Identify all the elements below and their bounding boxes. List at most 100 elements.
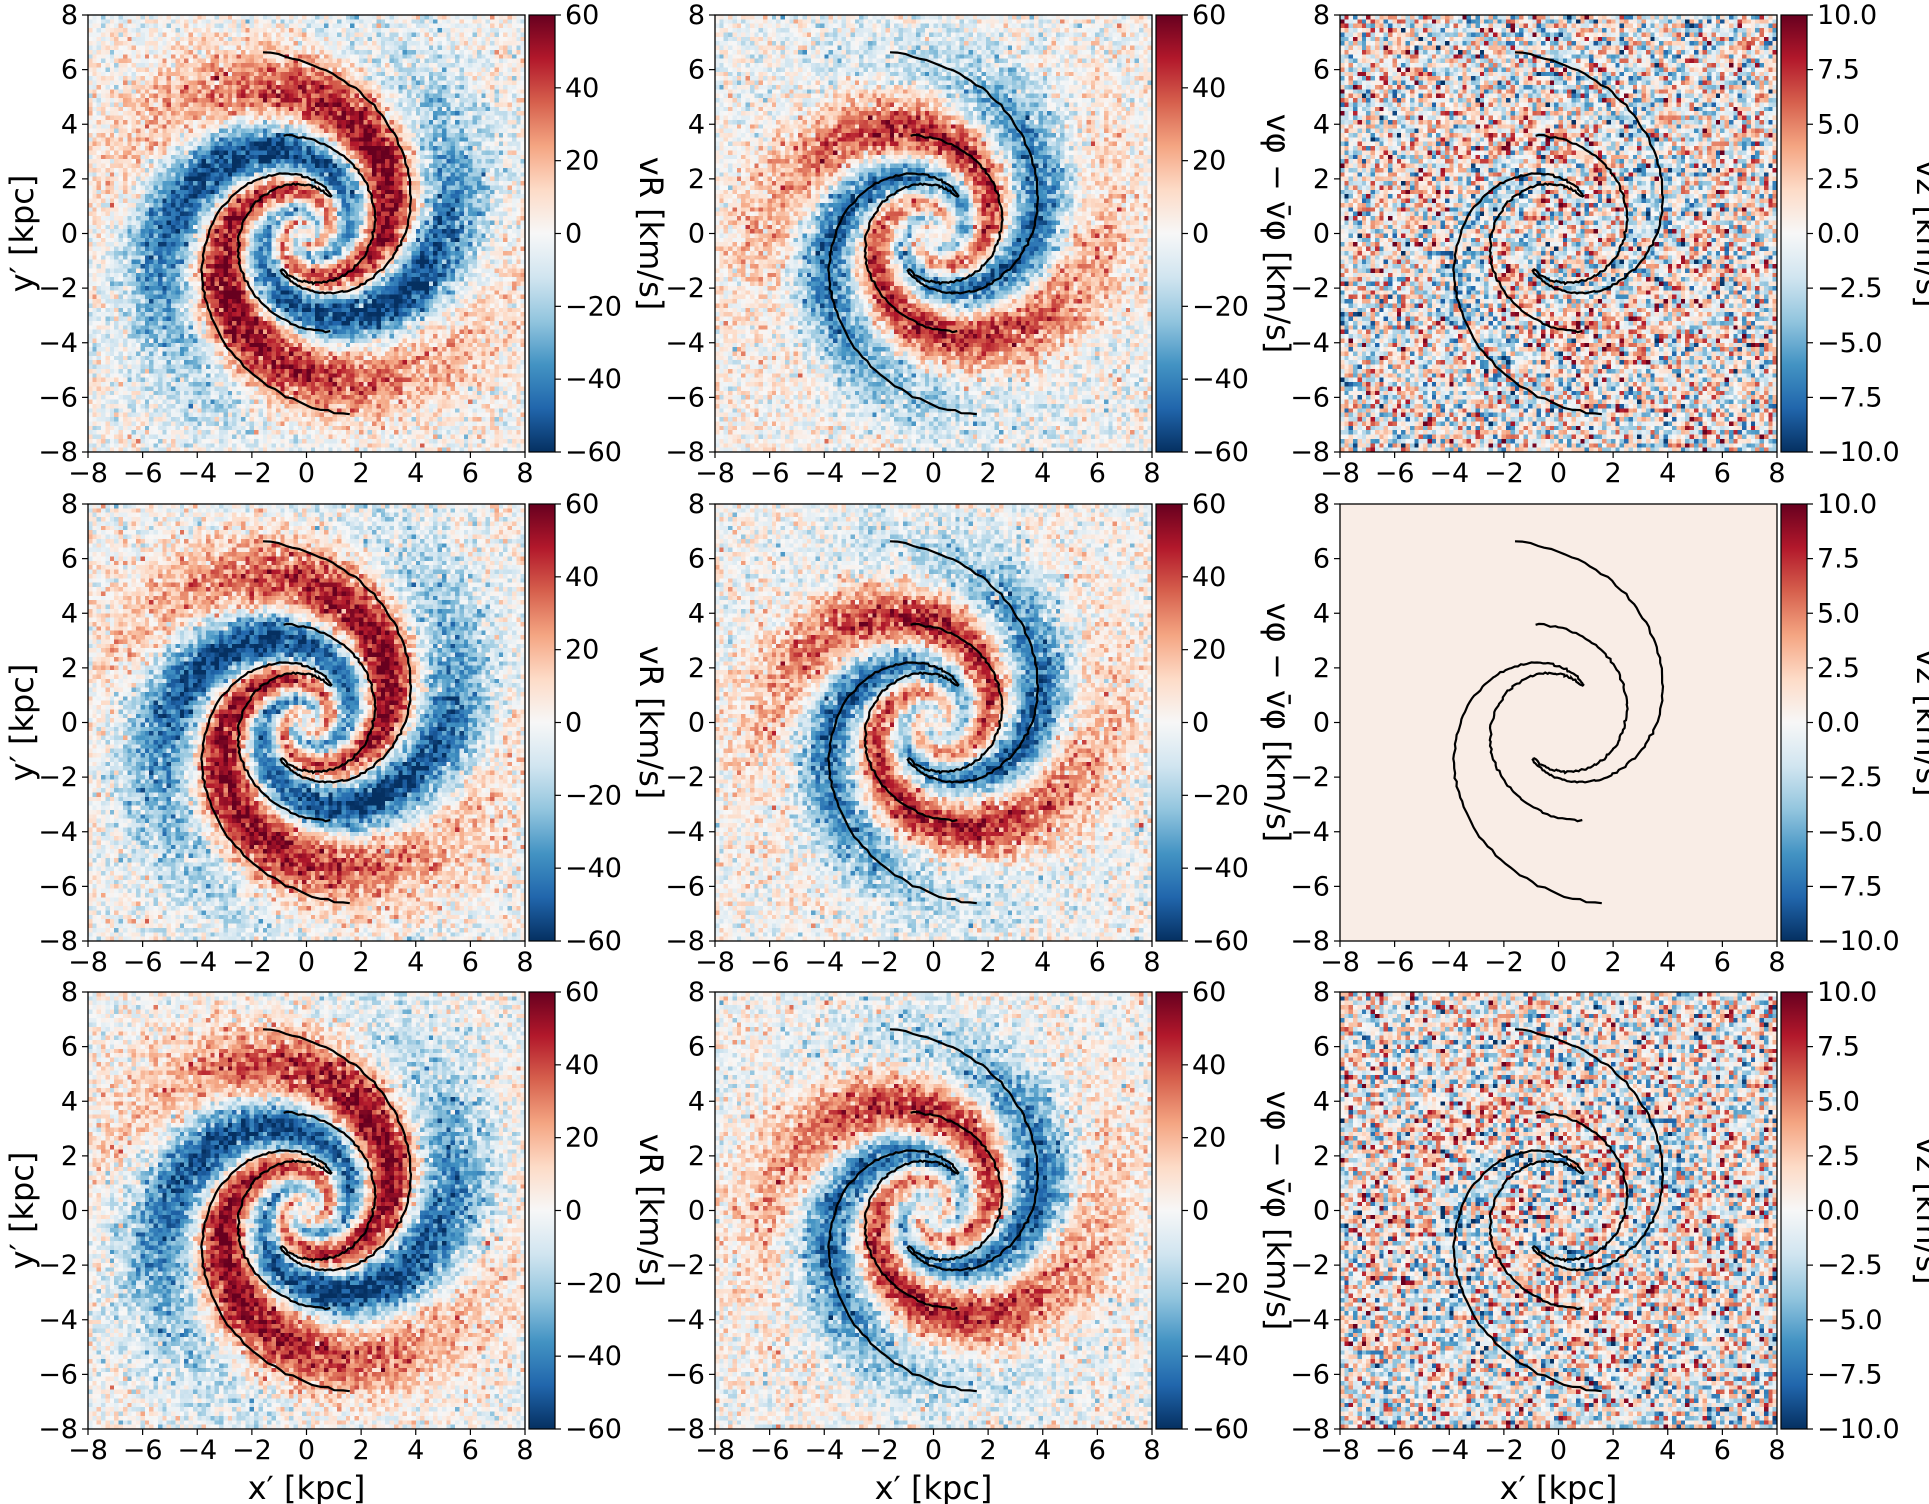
- x-tick-label: −2: [859, 947, 899, 978]
- colorbar-tick-label: 2.5: [1817, 1141, 1860, 1172]
- y-tick-label: 6: [1313, 55, 1330, 86]
- colorbar-tick-label: −5.0: [1817, 1305, 1883, 1336]
- x-tick-label: 0: [925, 1435, 942, 1466]
- x-axis-label: x′ [kpc]: [1500, 1469, 1618, 1504]
- y-tick-label: −4: [38, 328, 78, 359]
- colorbar-tick-label: −20: [565, 1268, 622, 1299]
- x-tick-label: 2: [1605, 1435, 1622, 1466]
- colorbar-tick-label: −5.0: [1817, 817, 1883, 848]
- y-tick-label: −4: [665, 1305, 705, 1336]
- spiral-contour-arm-a-outer: [827, 661, 977, 905]
- y-tick-label: −4: [665, 817, 705, 848]
- x-tick-label: 8: [1143, 1435, 1160, 1466]
- x-tick-label: −4: [177, 1435, 217, 1466]
- colorbar-tick-label: 7.5: [1817, 544, 1860, 575]
- colorbar: [1155, 991, 1183, 1430]
- x-tick-label: 6: [462, 947, 479, 978]
- y-tick-label: 0: [61, 1196, 78, 1227]
- spiral-contour-arm-a-outer: [200, 661, 350, 905]
- y-tick-label: 4: [688, 1086, 705, 1117]
- colorbar-tick-label: −40: [565, 1341, 622, 1372]
- colorbar-tick-label: 60: [1192, 0, 1226, 31]
- x-tick-label: −4: [177, 458, 217, 489]
- y-tick-label: 8: [61, 489, 78, 520]
- x-tick-label: −8: [68, 458, 108, 489]
- x-tick-label: 8: [1768, 947, 1785, 978]
- spiral-contour-arm-a-outer: [200, 1149, 350, 1393]
- x-tick-label: −8: [1320, 458, 1360, 489]
- spiral-contour-arm-a-inner: [863, 671, 960, 823]
- colorbar-tick-label: −2.5: [1817, 1250, 1883, 1281]
- colorbar-tick-label: −10.0: [1817, 437, 1900, 468]
- colorbar-label: vz [km/s]: [1909, 159, 1929, 307]
- x-tick-label: 6: [1089, 1435, 1106, 1466]
- x-tick-label: 8: [1143, 458, 1160, 489]
- spiral-contour-arm-b-outer: [1514, 51, 1665, 295]
- x-tick-label: −8: [695, 1435, 735, 1466]
- colorbar-tick-label: −7.5: [1817, 382, 1883, 413]
- x-tick-label: −6: [1375, 458, 1415, 489]
- y-tick-label: 8: [1313, 489, 1330, 520]
- x-tick-label: 2: [980, 947, 997, 978]
- x-tick-label: −2: [1484, 1435, 1524, 1466]
- y-tick-label: −4: [1290, 1305, 1330, 1336]
- y-tick-label: 2: [688, 164, 705, 195]
- x-tick-label: −6: [1375, 1435, 1415, 1466]
- x-tick-label: 8: [516, 1435, 533, 1466]
- x-tick-label: −6: [750, 1435, 790, 1466]
- y-tick-label: −2: [1290, 1250, 1330, 1281]
- colorbar-label: vR [km/s]: [632, 646, 670, 799]
- spiral-contour-arm-a-inner: [236, 671, 333, 823]
- colorbar-tick-label: 2.5: [1817, 653, 1860, 684]
- y-tick-label: 8: [1313, 0, 1330, 31]
- y-tick-label: 0: [61, 219, 78, 250]
- colorbar-tick-label: −40: [1192, 364, 1249, 395]
- y-tick-label: −4: [1290, 328, 1330, 359]
- y-tick-label: 8: [688, 0, 705, 31]
- spiral-contour-arm-b-inner: [1532, 1110, 1629, 1263]
- spiral-contour-arm-a-outer: [1452, 1149, 1602, 1393]
- x-tick-label: −2: [859, 458, 899, 489]
- y-tick-label: 4: [61, 109, 78, 140]
- y-tick-label: 4: [1313, 598, 1330, 629]
- x-tick-label: 8: [1143, 947, 1160, 978]
- colorbar-tick-label: 60: [565, 977, 599, 1008]
- spiral-contour-arm-b-outer: [1514, 1028, 1665, 1272]
- heatmap-vphi: [715, 504, 1152, 941]
- x-tick-label: −2: [232, 1435, 272, 1466]
- colorbar-tick-label: −60: [1192, 926, 1249, 957]
- colorbar-tick-label: −2.5: [1817, 762, 1883, 793]
- spiral-contour-arm-b-inner: [280, 133, 377, 286]
- y-tick-label: 0: [1313, 708, 1330, 739]
- heatmap-vz: [1340, 992, 1777, 1429]
- spiral-contour-arm-a-outer: [827, 172, 977, 416]
- colorbar-tick-label: 2.5: [1817, 164, 1860, 195]
- y-tick-label: −8: [38, 437, 78, 468]
- x-tick-label: −8: [68, 947, 108, 978]
- x-tick-label: 6: [1089, 947, 1106, 978]
- colorbar: [1780, 14, 1808, 453]
- x-tick-label: −4: [177, 947, 217, 978]
- colorbar-tick-label: 0: [1192, 219, 1209, 250]
- x-tick-label: −4: [1429, 947, 1469, 978]
- y-tick-label: 8: [688, 489, 705, 520]
- y-tick-label: −2: [665, 273, 705, 304]
- colorbar-label: vz [km/s]: [1909, 1136, 1929, 1284]
- x-tick-label: −6: [123, 1435, 163, 1466]
- spiral-contour-arm-a-inner: [863, 182, 960, 334]
- heatmap-vphi: [715, 15, 1152, 452]
- y-tick-label: 6: [1313, 544, 1330, 575]
- y-tick-label: −8: [38, 926, 78, 957]
- heatmap-vphi: [715, 992, 1152, 1429]
- colorbar-tick-label: 0: [1192, 708, 1209, 739]
- x-tick-label: −2: [232, 458, 272, 489]
- x-tick-label: 0: [298, 1435, 315, 1466]
- x-axis-label: x′ [kpc]: [248, 1469, 366, 1504]
- y-tick-label: 4: [688, 109, 705, 140]
- y-tick-label: 0: [688, 1196, 705, 1227]
- colorbar: [528, 991, 556, 1430]
- colorbar-tick-label: −20: [565, 780, 622, 811]
- y-tick-label: −2: [1290, 273, 1330, 304]
- y-tick-label: 2: [1313, 164, 1330, 195]
